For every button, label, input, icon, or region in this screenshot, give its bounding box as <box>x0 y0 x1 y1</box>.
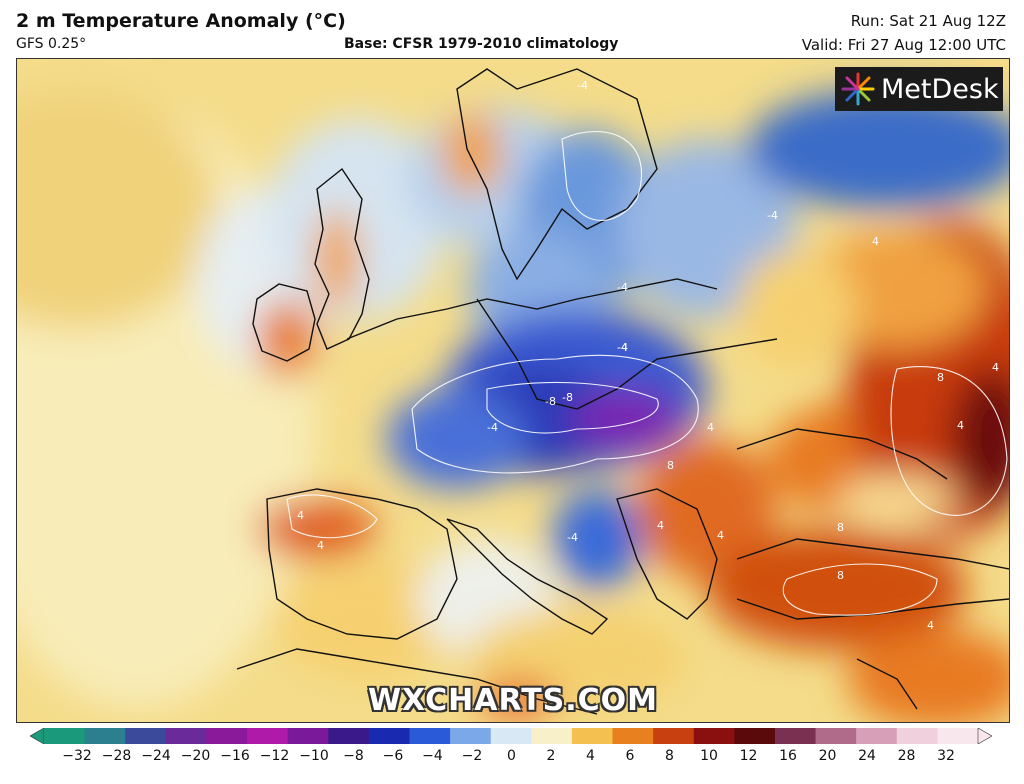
colorbar-tick-label: −16 <box>220 748 250 764</box>
colorbar-swatch <box>531 728 573 744</box>
colorbar-swatch <box>896 728 938 744</box>
valid-label: Valid: Fri 27 Aug 12:00 UTC <box>801 36 1006 54</box>
colorbar-tick-label: −2 <box>461 748 483 764</box>
colorbar-swatch <box>84 728 126 744</box>
contour-label: 4 <box>317 539 324 552</box>
colorbar-swatch <box>571 728 614 744</box>
colorbar-tick-label: −32 <box>62 748 92 764</box>
metdesk-logo: MetDesk <box>835 67 1003 111</box>
run-label: Run: Sat 21 Aug 12Z <box>850 12 1006 30</box>
colorbar-right-arrow <box>977 728 992 744</box>
colorbar-swatch <box>206 728 248 744</box>
colorbar-tick-label: 32 <box>937 748 955 764</box>
colorbar-tick-label: −20 <box>180 748 211 764</box>
colorbar-swatch <box>368 728 410 744</box>
coastlines <box>236 68 1009 715</box>
colorbar-swatch <box>125 728 167 744</box>
colorbar-swatch <box>815 728 857 744</box>
colorbar-swatch <box>653 728 695 744</box>
contour-label: -4 <box>487 421 498 434</box>
colorbar-tick-label: −24 <box>141 748 171 764</box>
contour-label: 4 <box>297 509 304 522</box>
colorbar-swatch <box>734 728 776 744</box>
contour-label: -4 <box>767 209 778 222</box>
contour-label: 4 <box>927 619 934 632</box>
contour-label: -4 <box>617 341 628 354</box>
contour-label: 8 <box>837 521 844 534</box>
contour-label: 4 <box>657 519 664 532</box>
contour-label: 4 <box>957 419 964 432</box>
colorbar-tick-label: 24 <box>858 748 876 764</box>
colorbar-swatch <box>287 728 329 744</box>
model-label: GFS 0.25° <box>16 36 87 52</box>
colorbar-tick-label: −28 <box>101 748 132 764</box>
colorbar-tick-label: 12 <box>739 748 758 764</box>
contour-label: -8 <box>545 395 556 408</box>
colorbar-left-arrow <box>30 728 45 744</box>
colorbar-tick-label: 10 <box>700 748 718 764</box>
colorbar-swatch <box>44 728 86 744</box>
colorbar-tick-label: −10 <box>299 748 329 764</box>
base-label: Base: CFSR 1979-2010 climatology <box>344 36 619 52</box>
colorbar-tick-label: 2 <box>546 748 556 764</box>
colorbar-swatch <box>450 728 492 744</box>
colorbar-tick-label: 16 <box>779 748 797 764</box>
colorbar-tick-label: 20 <box>818 748 837 764</box>
metdesk-starburst-icon <box>841 72 875 106</box>
anomaly-map: -4 -4 -4 -4 -4 -8 -8 -4 -4 4 8 4 4 4 8 8… <box>16 58 1010 723</box>
contour-label: 8 <box>667 459 674 472</box>
map-canvas: -4 -4 -4 -4 -4 -8 -8 -4 -4 4 8 4 4 4 8 8… <box>17 59 1009 722</box>
colorbar-swatch <box>165 728 207 744</box>
colorbar-tick-label: −4 <box>422 748 443 764</box>
contour-label: -4 <box>567 531 578 544</box>
chart-title: 2 m Temperature Anomaly (°C) <box>16 10 346 32</box>
contour-label: 4 <box>717 529 724 542</box>
colorbar-tick-label: 8 <box>665 748 674 764</box>
contour-label: 8 <box>937 371 944 384</box>
anomaly-field <box>17 89 1009 722</box>
contour-label: -4 <box>577 79 588 92</box>
contour-label: 4 <box>707 421 714 434</box>
colorbar-swatch <box>937 728 979 744</box>
contour-label: -4 <box>617 341 628 354</box>
colorbar <box>30 728 992 744</box>
contour-label: 4 <box>992 361 999 374</box>
contour-label: -8 <box>562 391 573 404</box>
colorbar-tick-label: 28 <box>897 748 916 764</box>
colorbar-swatch <box>328 728 370 744</box>
contour-label: -4 <box>617 281 628 294</box>
colorbar-swatch <box>247 728 289 744</box>
colorbar-swatch <box>612 728 654 744</box>
colorbar-swatch <box>409 728 451 744</box>
colorbar-swatch <box>693 728 735 744</box>
contour-labels: -4 -4 -4 -4 -4 -8 -8 -4 -4 4 8 4 4 4 8 8… <box>297 79 999 632</box>
colorbar-swatch <box>856 728 898 744</box>
colorbar-ticks: −32 −28 −24 −20 −16 −12 −10 −8 −6 −4 −2 0 2 4 6 8 10 12 16… <box>0 748 1024 770</box>
colorbar-swatches <box>30 728 992 744</box>
colorbar-swatch <box>490 728 532 744</box>
colorbar-tick-label: −12 <box>259 748 290 764</box>
colorbar-tick-label: 0 <box>507 748 516 764</box>
colorbar-tick-label: −6 <box>382 748 404 764</box>
colorbar-tick-label: −8 <box>343 748 364 764</box>
contour-label: 8 <box>837 569 844 582</box>
contour-label: 4 <box>872 235 879 248</box>
colorbar-tick-label: 4 <box>586 748 595 764</box>
contour-lines <box>286 130 1008 616</box>
watermark: WXCHARTS.COM <box>367 683 659 718</box>
colorbar-tick-label: 6 <box>625 748 635 764</box>
colorbar-swatch <box>774 728 817 744</box>
logo-text: MetDesk <box>881 73 999 105</box>
